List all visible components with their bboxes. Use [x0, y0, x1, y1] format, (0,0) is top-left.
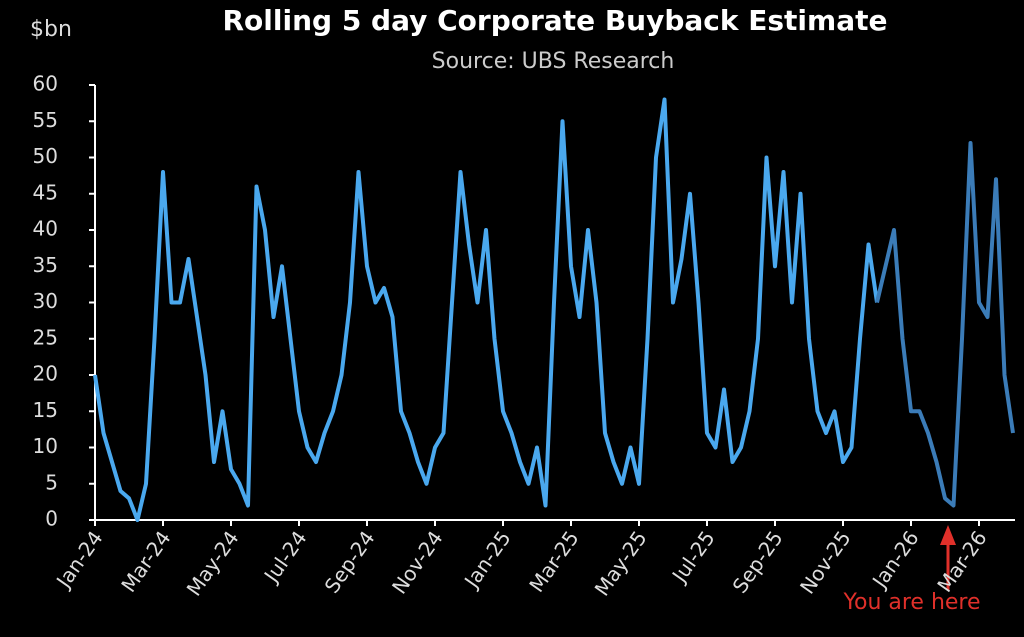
annotation: You are here: [842, 590, 980, 615]
x-tick-label: Nov-24: [387, 526, 447, 598]
y-tick-label: 0: [45, 507, 58, 531]
y-axis-label: $bn: [30, 17, 72, 42]
y-tick-label: 25: [33, 325, 58, 349]
x-tick-label: Jan-25: [458, 526, 515, 593]
y-tick-label: 10: [33, 434, 58, 458]
y-tick-label: 55: [33, 108, 58, 132]
y-tick-label: 15: [33, 398, 58, 422]
y-tick-label: 50: [33, 144, 58, 168]
x-tick-label: Jul-24: [258, 526, 311, 588]
chart-subtitle: Source: UBS Research: [432, 49, 675, 74]
y-tick-label: 60: [33, 72, 58, 96]
y-tick-label: 30: [33, 289, 58, 313]
x-tick-label: Jan-24: [50, 526, 107, 593]
y-tick-label: 40: [33, 217, 58, 241]
chart-title: Rolling 5 day Corporate Buyback Estimate: [223, 4, 888, 37]
x-tick-label: May-24: [182, 526, 244, 600]
x-tick-label: Jul-25: [666, 526, 719, 588]
annotation-arrowhead: [940, 525, 956, 545]
series-line: [875, 141, 1015, 508]
y-tick-label: 45: [33, 180, 58, 204]
x-tick-label: Jan-26: [866, 526, 923, 593]
x-tick-label: Mar-25: [524, 526, 583, 596]
series-line: [93, 97, 879, 522]
x-tick-label: Sep-25: [728, 526, 788, 597]
x-tick-label: Sep-24: [320, 526, 380, 597]
y-tick-label: 35: [33, 253, 58, 277]
x-tick-label: May-25: [590, 526, 652, 600]
x-tick-label: Mar-26: [932, 526, 991, 596]
y-tick-label: 5: [45, 470, 58, 494]
x-tick-label: Nov-25: [795, 526, 855, 598]
y-tick-label: 20: [33, 362, 58, 386]
x-tick-label: Mar-24: [116, 526, 175, 596]
